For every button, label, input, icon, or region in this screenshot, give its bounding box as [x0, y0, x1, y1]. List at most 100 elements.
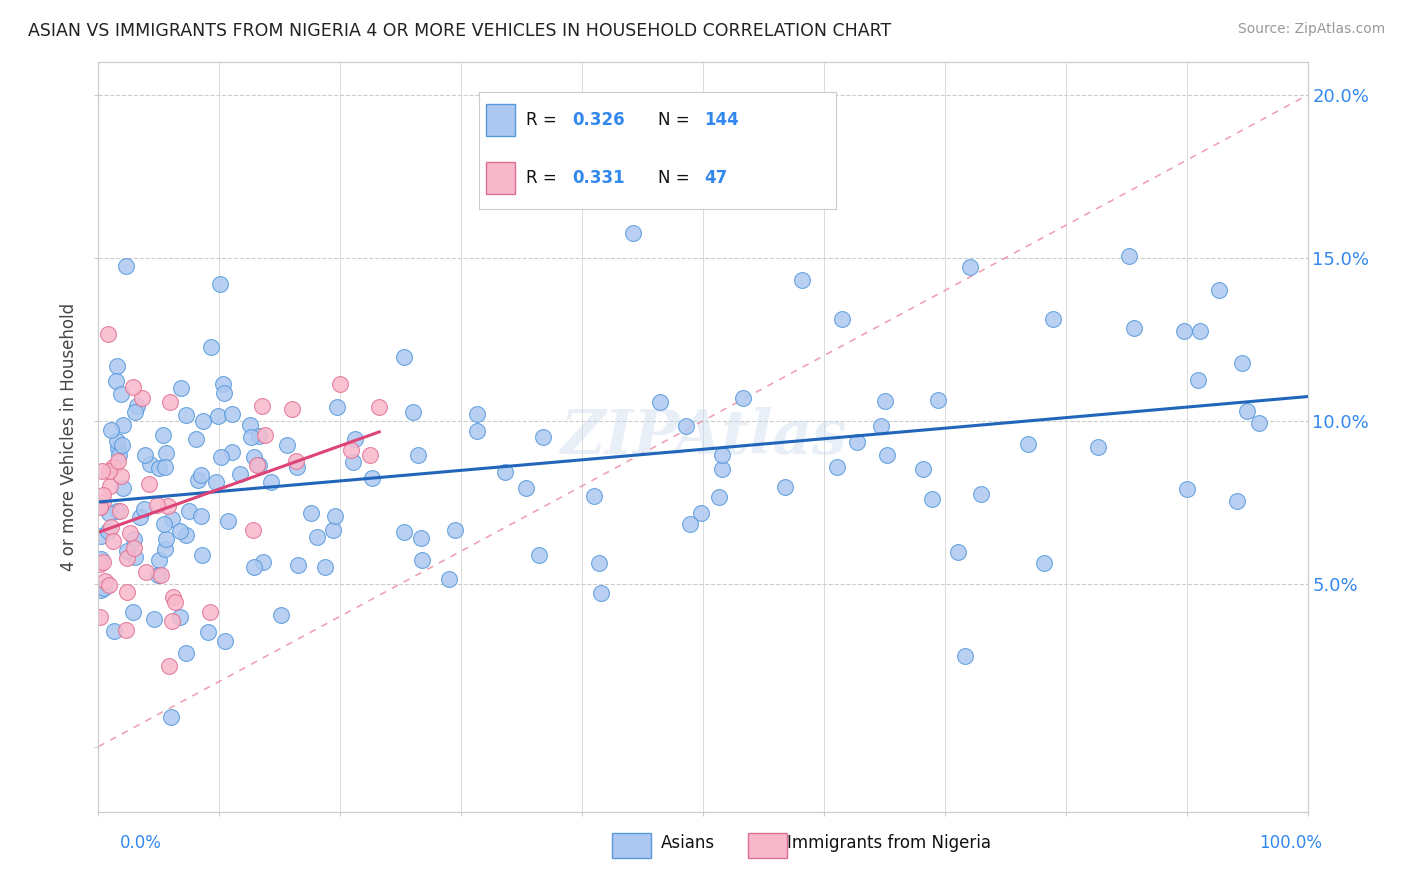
Point	[100, 423, 122, 437]
Point	[170, 381, 193, 395]
Point	[679, 516, 702, 531]
Point	[97, 326, 120, 341]
Point	[411, 553, 433, 567]
Point	[1123, 321, 1146, 335]
Point	[101, 534, 124, 549]
Point	[790, 272, 813, 286]
Point	[1175, 482, 1198, 496]
Point	[90, 529, 112, 543]
Point	[105, 434, 128, 448]
Point	[221, 407, 243, 421]
Point	[361, 471, 384, 485]
Point	[169, 610, 191, 624]
Point	[208, 277, 231, 292]
Point	[344, 432, 367, 446]
Point	[121, 379, 143, 393]
Point	[117, 543, 139, 558]
Point	[174, 409, 197, 423]
Point	[323, 508, 346, 523]
Point	[107, 441, 129, 455]
Point	[214, 385, 236, 400]
Point	[921, 492, 943, 507]
Point	[124, 549, 146, 564]
Point	[124, 533, 146, 547]
Point	[368, 400, 391, 414]
Point	[465, 407, 488, 421]
Text: Immigrants from Nigeria: Immigrants from Nigeria	[787, 834, 991, 852]
Point	[91, 488, 114, 502]
Point	[153, 541, 176, 556]
Point	[211, 377, 233, 392]
Point	[191, 414, 214, 428]
Point	[100, 520, 122, 534]
Text: ASIAN VS IMMIGRANTS FROM NIGERIA 4 OR MORE VEHICLES IN HOUSEHOLD CORRELATION CHA: ASIAN VS IMMIGRANTS FROM NIGERIA 4 OR MO…	[28, 22, 891, 40]
Point	[190, 467, 212, 482]
Point	[94, 574, 117, 588]
Point	[411, 531, 433, 545]
Point	[927, 393, 949, 408]
Point	[179, 503, 201, 517]
Point	[139, 458, 162, 472]
Point	[162, 590, 184, 604]
Point	[239, 417, 262, 432]
Point	[711, 448, 734, 462]
Point	[582, 489, 605, 503]
Point	[207, 409, 229, 423]
Point	[110, 468, 132, 483]
Point	[252, 555, 274, 569]
Point	[254, 427, 277, 442]
Point	[129, 510, 152, 524]
Point	[159, 394, 181, 409]
Text: Asians: Asians	[661, 834, 714, 852]
Point	[690, 506, 713, 520]
Point	[163, 595, 186, 609]
Point	[118, 526, 141, 541]
Point	[157, 499, 180, 513]
Point	[342, 455, 364, 469]
Point	[162, 614, 184, 628]
Text: ZIPAtlas: ZIPAtlas	[560, 407, 846, 467]
Point	[1173, 324, 1195, 338]
Point	[200, 340, 222, 354]
Point	[200, 605, 222, 619]
Point	[711, 462, 734, 476]
Point	[1188, 324, 1211, 338]
Point	[160, 511, 183, 525]
Point	[145, 498, 167, 512]
Point	[159, 659, 181, 673]
Point	[209, 450, 232, 464]
Point	[955, 648, 977, 663]
Point	[531, 430, 554, 444]
Point	[305, 530, 328, 544]
Point	[247, 429, 270, 443]
Point	[1247, 416, 1270, 430]
Point	[107, 454, 129, 468]
Point	[281, 401, 304, 416]
Point	[174, 528, 197, 542]
Point	[91, 555, 114, 569]
Point	[174, 646, 197, 660]
Point	[153, 516, 176, 531]
Point	[115, 584, 138, 599]
Point	[1226, 493, 1249, 508]
Point	[114, 259, 136, 273]
Point	[314, 560, 336, 574]
Point	[108, 504, 131, 518]
Point	[190, 508, 212, 523]
Point	[299, 506, 322, 520]
Point	[1017, 437, 1039, 451]
Point	[143, 612, 166, 626]
Point	[959, 260, 981, 274]
Point	[221, 445, 243, 459]
Point	[359, 448, 381, 462]
Point	[97, 524, 120, 539]
Point	[588, 556, 610, 570]
Point	[90, 552, 112, 566]
Point	[1236, 404, 1258, 418]
Point	[402, 404, 425, 418]
Text: 0.0%: 0.0%	[120, 834, 162, 852]
Point	[831, 312, 853, 326]
Point	[98, 506, 121, 520]
Point	[392, 525, 415, 540]
Point	[229, 467, 252, 481]
